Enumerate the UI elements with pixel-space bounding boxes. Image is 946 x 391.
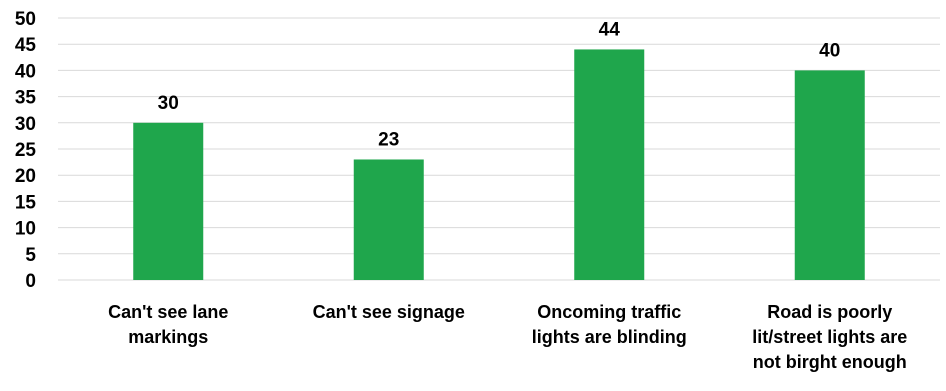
y-tick-label: 35 bbox=[15, 88, 37, 109]
gridlines bbox=[58, 17, 940, 281]
y-tick-label: 0 bbox=[25, 271, 36, 292]
y-tick-label: 25 bbox=[15, 140, 37, 161]
y-tick-label: 15 bbox=[15, 192, 37, 213]
bar bbox=[794, 70, 865, 281]
x-tick-label: Road is poorly lit/street lights are not… bbox=[752, 302, 908, 372]
data-label: 23 bbox=[378, 129, 399, 150]
y-tick-label: 40 bbox=[15, 61, 36, 82]
data-label: 44 bbox=[599, 19, 621, 40]
y-tick-label: 30 bbox=[15, 114, 36, 135]
x-tick-label: Can't see signage bbox=[312, 302, 465, 322]
data-label: 30 bbox=[158, 93, 179, 114]
bar bbox=[133, 122, 204, 280]
bar bbox=[353, 159, 424, 280]
bar bbox=[574, 49, 645, 280]
y-tick-label: 10 bbox=[15, 219, 36, 240]
y-tick-label: 20 bbox=[15, 166, 36, 187]
y-tick-label: 45 bbox=[15, 35, 37, 56]
x-tick-label: Oncoming traffic lights are blinding bbox=[531, 302, 687, 347]
y-tick-label: 50 bbox=[15, 9, 36, 30]
x-tick-label: Can't see lane markings bbox=[108, 302, 229, 347]
data-labels: 30 23 44 40 bbox=[158, 19, 841, 150]
y-axis: 0 5 10 15 20 25 30 35 40 45 50 bbox=[15, 9, 37, 292]
y-tick-label: 5 bbox=[25, 245, 36, 266]
bars bbox=[133, 49, 865, 281]
data-label: 40 bbox=[819, 40, 840, 61]
